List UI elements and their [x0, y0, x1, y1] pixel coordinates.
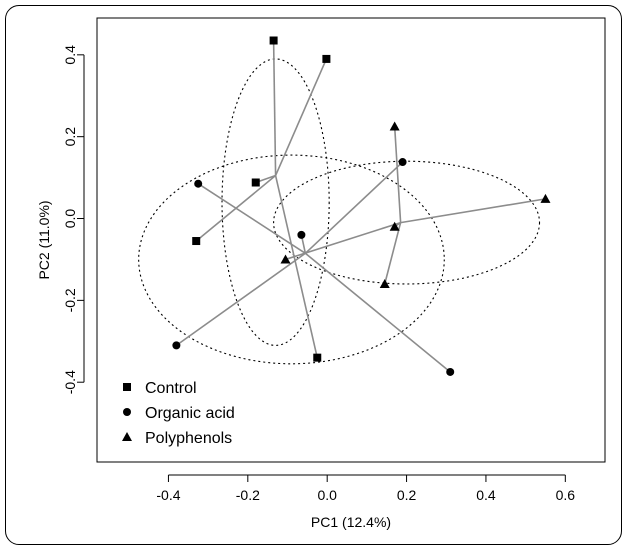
x-tick-label-4: 0.2 — [397, 487, 417, 503]
x-tick-label-6: 0.6 — [556, 487, 576, 503]
x-axis: -0.4 -0.2 0.0 0.2 0.4 0.6 — [156, 474, 576, 503]
point-organic-acid-5 — [446, 367, 455, 376]
point-organic-acid-2 — [398, 158, 407, 167]
x-tick-label-1: -0.4 — [156, 487, 180, 503]
x-axis-title: PC1 (12.4%) — [311, 514, 391, 530]
spoke-polyphenols-5 — [383, 222, 402, 285]
spoke-polyphenols-1 — [393, 126, 402, 223]
point-polyphenols-2 — [540, 193, 551, 203]
spoke-polyphenols-4 — [285, 221, 401, 261]
legend-marker-polyphenols — [122, 432, 132, 441]
point-control-3 — [251, 178, 260, 187]
point-polyphenols-4 — [280, 254, 291, 264]
legend-label-organic-acid: Organic acid — [145, 405, 235, 422]
y-tick-label-2: -0.2 — [62, 288, 78, 312]
y-tick-label-1: -0.4 — [62, 370, 78, 394]
y-axis-title: PC2 (11.0%) — [36, 200, 52, 279]
ellipse-control — [221, 58, 330, 346]
point-polyphenols-3 — [389, 221, 400, 231]
legend-label-polyphenols: Polyphenols — [145, 430, 232, 447]
spoke-control-5 — [274, 175, 319, 358]
spoke-control-2 — [274, 58, 328, 176]
spoke-organic-acid-4 — [175, 252, 306, 347]
spoke-organic-acid-5 — [304, 252, 451, 373]
spoke-organic-acid-1 — [197, 183, 306, 254]
figure-frame — [5, 5, 622, 545]
spoke-organic-acid-2 — [304, 161, 404, 254]
point-control-5 — [313, 353, 322, 362]
ellipse-organic-acid — [138, 154, 445, 365]
point-control-4 — [192, 237, 201, 246]
x-tick-label-3: 0.0 — [317, 487, 337, 503]
y-tick-label-5: 0.4 — [62, 45, 78, 65]
legend: Control Organic acid Polyphenols — [122, 380, 235, 447]
point-control-2 — [322, 54, 331, 63]
y-tick-label-4: 0.2 — [62, 127, 78, 147]
legend-marker-control — [123, 383, 131, 391]
legend-label-control: Control — [145, 380, 197, 397]
legend-marker-organic-acid — [123, 408, 131, 416]
y-tick-label-3: 0.0 — [62, 209, 78, 229]
point-organic-acid-4 — [172, 341, 181, 350]
point-polyphenols-5 — [379, 278, 390, 288]
y-axis: -0.4 -0.2 0.0 0.2 0.4 — [62, 45, 85, 394]
x-tick-label-5: 0.4 — [476, 487, 496, 503]
confidence-ellipses — [138, 58, 541, 365]
point-control-1 — [269, 36, 278, 45]
ellipse-polyphenols — [273, 160, 541, 285]
x-tick-label-2: -0.2 — [236, 487, 260, 503]
centroid-spokes — [175, 40, 546, 373]
point-polyphenols-1 — [389, 121, 400, 131]
data-points — [172, 36, 551, 376]
spoke-polyphenols-2 — [400, 198, 546, 224]
point-organic-acid-1 — [194, 179, 203, 188]
plot-area-box — [96, 17, 606, 463]
spoke-control-1 — [272, 40, 277, 176]
point-organic-acid-3 — [297, 230, 306, 239]
